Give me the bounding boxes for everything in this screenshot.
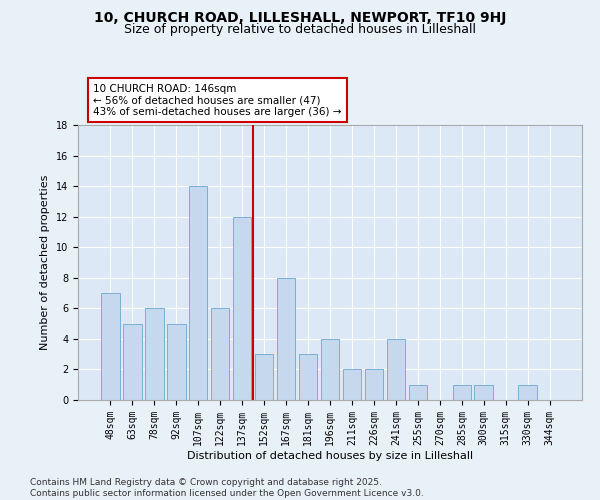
Y-axis label: Number of detached properties: Number of detached properties (40, 175, 50, 350)
Bar (145, 308, 164, 400)
Bar (101, 293, 119, 400)
Bar (211, 308, 229, 400)
Bar (167, 324, 185, 400)
Bar (320, 339, 340, 400)
Bar (255, 354, 274, 400)
Bar (475, 384, 493, 400)
X-axis label: Distribution of detached houses by size in Lilleshall: Distribution of detached houses by size … (187, 450, 473, 460)
Bar (277, 278, 295, 400)
Bar (189, 186, 208, 400)
Text: Contains HM Land Registry data © Crown copyright and database right 2025.
Contai: Contains HM Land Registry data © Crown c… (30, 478, 424, 498)
Bar (386, 339, 405, 400)
Bar (409, 384, 427, 400)
Bar (123, 324, 142, 400)
Text: 10, CHURCH ROAD, LILLESHALL, NEWPORT, TF10 9HJ: 10, CHURCH ROAD, LILLESHALL, NEWPORT, TF… (94, 11, 506, 25)
Bar (365, 370, 383, 400)
Bar (518, 384, 537, 400)
Bar (299, 354, 317, 400)
Bar (452, 384, 471, 400)
Bar (343, 370, 361, 400)
Text: Size of property relative to detached houses in Lilleshall: Size of property relative to detached ho… (124, 24, 476, 36)
Text: 10 CHURCH ROAD: 146sqm
← 56% of detached houses are smaller (47)
43% of semi-det: 10 CHURCH ROAD: 146sqm ← 56% of detached… (93, 84, 341, 116)
Bar (233, 216, 251, 400)
